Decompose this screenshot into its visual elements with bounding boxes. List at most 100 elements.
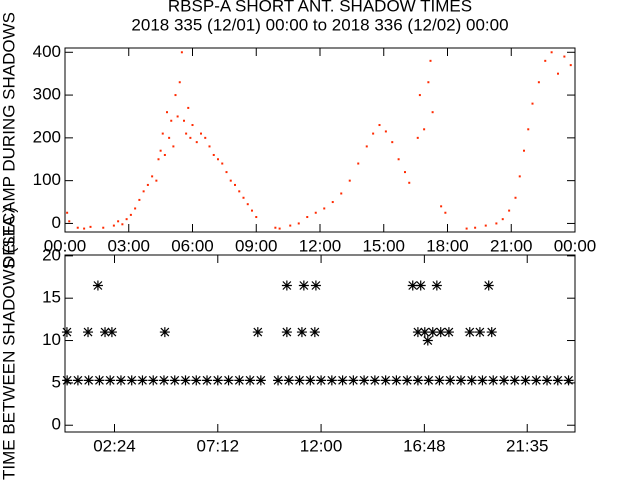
data-point bbox=[187, 106, 190, 109]
x-tick-label: 15:00 bbox=[362, 236, 405, 255]
data-point bbox=[151, 175, 154, 178]
data-point bbox=[125, 218, 128, 221]
data-point bbox=[514, 196, 517, 199]
chart-subtitle: 2018 335 (12/01) 00:00 to 2018 336 (12/0… bbox=[131, 15, 508, 34]
data-point bbox=[204, 136, 207, 139]
data-point bbox=[62, 375, 73, 386]
data-point bbox=[474, 327, 485, 338]
data-point bbox=[509, 375, 520, 386]
data-point bbox=[402, 375, 413, 386]
data-point bbox=[234, 183, 236, 186]
data-point bbox=[212, 153, 215, 156]
data-point bbox=[185, 132, 188, 135]
data-point bbox=[415, 280, 426, 291]
data-point bbox=[83, 375, 94, 386]
y-axis-label: TIME BETWEEN SHADOWS (SEC) bbox=[0, 207, 18, 480]
data-point bbox=[223, 375, 234, 386]
data-point bbox=[166, 111, 168, 114]
data-point bbox=[178, 81, 181, 84]
data-point bbox=[408, 181, 411, 184]
data-point bbox=[76, 226, 79, 229]
data-point bbox=[212, 375, 223, 386]
data-point bbox=[434, 375, 445, 386]
data-point bbox=[169, 375, 180, 386]
data-point bbox=[309, 327, 320, 338]
data-point bbox=[455, 375, 466, 386]
data-point bbox=[412, 327, 423, 338]
data-point bbox=[115, 375, 126, 386]
data-point bbox=[61, 327, 72, 338]
data-point bbox=[174, 94, 177, 97]
data-point bbox=[200, 132, 202, 135]
x-tick-label: 02:24 bbox=[93, 436, 136, 455]
data-point bbox=[158, 375, 169, 386]
data-point bbox=[255, 216, 258, 219]
data-point bbox=[94, 375, 105, 386]
data-point bbox=[498, 375, 509, 386]
data-point bbox=[445, 375, 456, 386]
data-point bbox=[66, 211, 69, 214]
data-point bbox=[464, 327, 475, 338]
data-point bbox=[419, 327, 430, 338]
data-point bbox=[484, 224, 487, 227]
data-point bbox=[440, 205, 443, 208]
data-point bbox=[294, 375, 305, 386]
data-point bbox=[225, 171, 228, 174]
x-tick-label: 06:00 bbox=[171, 236, 214, 255]
data-point bbox=[180, 51, 183, 54]
data-point bbox=[163, 153, 166, 156]
data-point bbox=[251, 209, 253, 212]
data-point bbox=[359, 375, 370, 386]
y-tick-label: 5 bbox=[52, 372, 61, 391]
data-point bbox=[117, 220, 120, 223]
data-point bbox=[422, 335, 433, 346]
data-point bbox=[72, 375, 83, 386]
data-point bbox=[483, 280, 494, 291]
y-tick-label: 15 bbox=[42, 288, 61, 307]
data-point bbox=[495, 222, 498, 225]
data-point bbox=[281, 327, 292, 338]
data-point bbox=[407, 280, 418, 291]
data-point bbox=[323, 207, 326, 210]
data-point bbox=[531, 102, 534, 105]
y-tick-label: 10 bbox=[42, 330, 61, 349]
y-tick-label: 200 bbox=[33, 127, 61, 146]
data-point bbox=[297, 222, 300, 225]
data-point bbox=[142, 190, 145, 193]
data-point bbox=[435, 327, 446, 338]
data-point bbox=[137, 375, 148, 386]
data-point bbox=[273, 375, 284, 386]
data-point bbox=[157, 158, 160, 161]
data-point bbox=[208, 145, 211, 148]
data-point bbox=[552, 375, 563, 386]
data-point bbox=[155, 179, 158, 182]
data-point bbox=[544, 59, 547, 62]
data-point bbox=[238, 190, 241, 193]
x-tick-label: 12:00 bbox=[299, 236, 342, 255]
data-point bbox=[278, 227, 281, 230]
data-point bbox=[486, 327, 497, 338]
data-point bbox=[146, 183, 149, 186]
data-point bbox=[283, 375, 294, 386]
data-point bbox=[161, 132, 164, 135]
data-point bbox=[444, 211, 447, 214]
data-point bbox=[423, 375, 434, 386]
data-point bbox=[518, 175, 521, 178]
data-point bbox=[305, 375, 316, 386]
x-tick-label: 03:00 bbox=[107, 236, 150, 255]
y-tick-label: 100 bbox=[33, 170, 61, 189]
data-point bbox=[423, 128, 426, 131]
data-point bbox=[369, 375, 380, 386]
data-point bbox=[106, 327, 117, 338]
data-point bbox=[316, 375, 327, 386]
data-point bbox=[365, 145, 368, 148]
x-tick-label: 12:00 bbox=[300, 436, 343, 455]
data-point bbox=[537, 81, 540, 84]
data-point bbox=[331, 201, 334, 204]
y-tick-label: 0 bbox=[52, 415, 61, 434]
data-point bbox=[189, 136, 192, 139]
chart-title: RBSP-A SHORT ANT. SHADOW TIMES bbox=[168, 0, 472, 15]
data-point bbox=[348, 179, 351, 182]
data-point bbox=[281, 280, 292, 291]
data-point bbox=[563, 55, 566, 58]
